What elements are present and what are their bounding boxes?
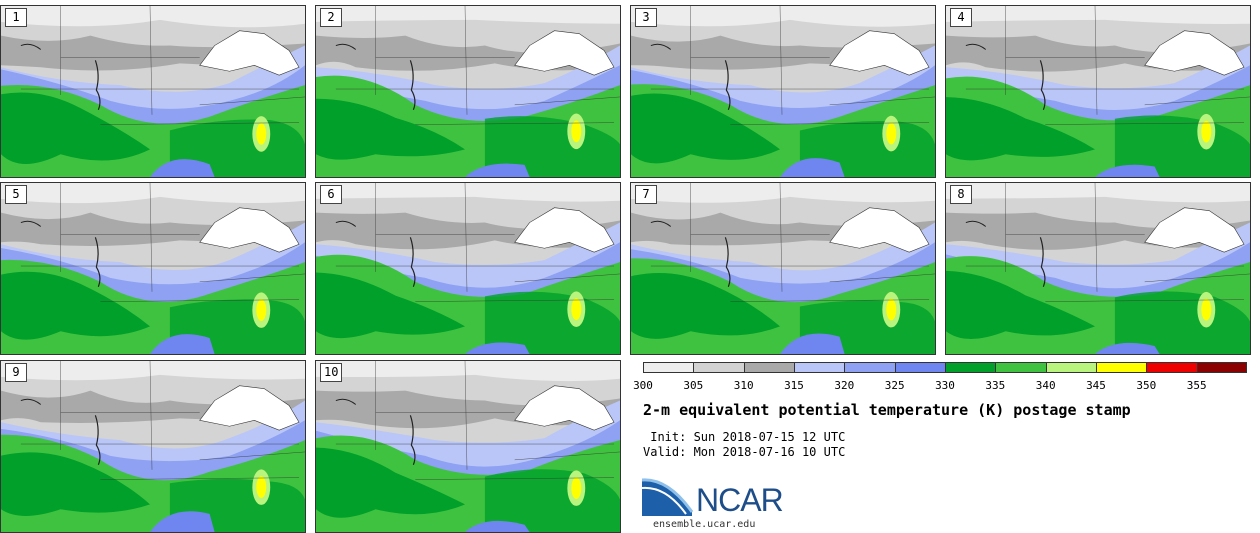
map-panel-2: 2 <box>315 5 621 178</box>
colorbar-tick-label: 350 <box>1136 379 1157 392</box>
colorbar-segment <box>743 362 795 373</box>
map-panel-9: 9 <box>0 360 306 533</box>
colorbar-tick-label: 320 <box>834 379 855 392</box>
map-field <box>946 6 1250 177</box>
map-panel-6: 6 <box>315 182 621 355</box>
colorbar-tick-label: 335 <box>985 379 1006 392</box>
map-field <box>316 183 620 354</box>
colorbar-tick-label: 355 <box>1186 379 1207 392</box>
map-panel-8: 8 <box>945 182 1251 355</box>
panel-number: 7 <box>635 185 657 204</box>
map-field <box>1 361 305 532</box>
panel-number: 10 <box>320 363 343 382</box>
map-field <box>631 183 935 354</box>
map-panel-1: 1 <box>0 5 306 178</box>
map-panel-7: 7 <box>630 182 936 355</box>
panel-number: 2 <box>320 8 342 27</box>
map-field <box>1 183 305 354</box>
colorbar-tick-label: 305 <box>683 379 704 392</box>
panel-number: 1 <box>5 8 27 27</box>
panel-number: 8 <box>950 185 972 204</box>
colorbar-segment <box>894 362 946 373</box>
map-field <box>1 6 305 177</box>
map-panel-10: 10 <box>315 360 621 533</box>
colorbar-segment <box>1045 362 1097 373</box>
map-field <box>316 361 620 532</box>
ncar-swoosh-icon <box>641 478 694 516</box>
panel-number: 9 <box>5 363 27 382</box>
colorbar-segment <box>643 362 694 373</box>
map-field <box>946 183 1250 354</box>
colorbar-tick-label: 345 <box>1086 379 1106 392</box>
colorbar-segment <box>1146 362 1198 373</box>
colorbar-segment <box>794 362 845 373</box>
map-field <box>631 6 935 177</box>
panel-number: 3 <box>635 8 657 27</box>
colorbar-segment <box>693 362 745 373</box>
colorbar-segment <box>945 362 996 373</box>
map-panel-4: 4 <box>945 5 1251 178</box>
map-panel-3: 3 <box>630 5 936 178</box>
panel-number: 5 <box>5 185 27 204</box>
colorbar-segment <box>844 362 896 373</box>
valid-time: Valid: Mon 2018-07-16 10 UTC <box>643 445 846 459</box>
figure-title: 2-m equivalent potential temperature (K)… <box>643 401 1131 419</box>
colorbar: 300 305 310 315 320 325 330 335 340 345 350 355 <box>633 362 1248 398</box>
panel-number: 4 <box>950 8 972 27</box>
colorbar-segment <box>1196 362 1248 373</box>
map-panel-5: 5 <box>0 182 306 355</box>
colorbar-tick-label: 300 <box>633 379 653 392</box>
colorbar-segment <box>995 362 1047 373</box>
colorbar-tick-label: 315 <box>784 379 804 392</box>
colorbar-tick-label: 325 <box>884 379 905 392</box>
colorbar-tick-label: 310 <box>733 379 754 392</box>
colorbar-tick-label: 330 <box>935 379 955 392</box>
panel-number: 6 <box>320 185 342 204</box>
colorbar-tick-label: 340 <box>1035 379 1056 392</box>
init-time: Init: Sun 2018-07-15 12 UTC <box>643 430 846 444</box>
map-field <box>316 6 620 177</box>
ncar-logo: NCAR <box>641 476 802 522</box>
ncar-wordmark: NCAR <box>696 482 784 518</box>
colorbar-segment <box>1096 362 1147 373</box>
site-url: ensemble.ucar.edu <box>653 519 756 530</box>
